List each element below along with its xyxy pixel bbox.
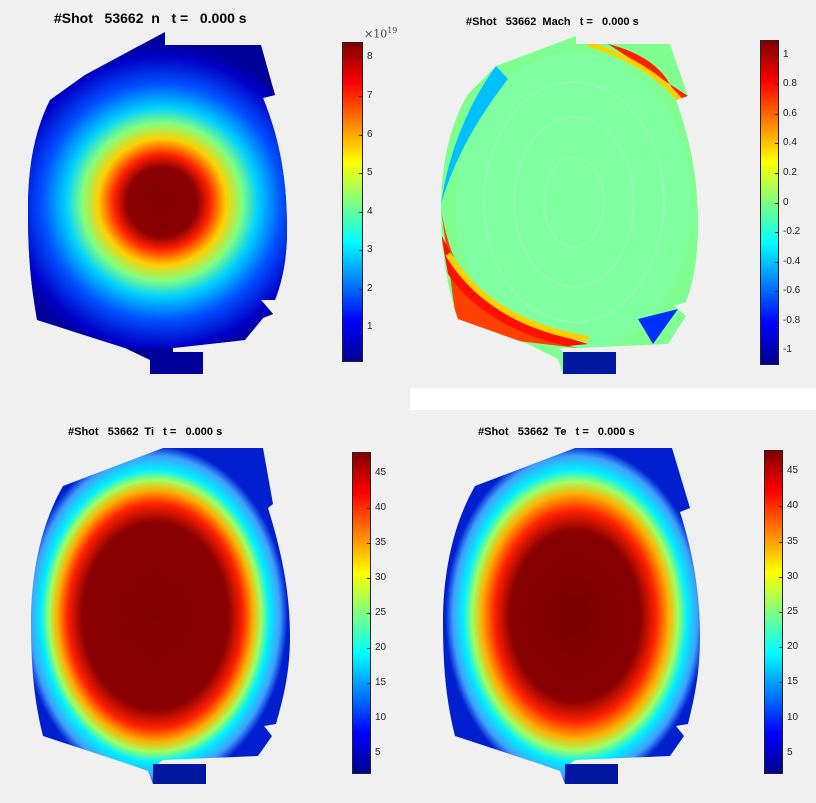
colorbar-tick-label: 0.8: [783, 78, 797, 89]
colorbar-tick-label: 6: [367, 129, 373, 140]
colorbar-tick-mark: [775, 55, 779, 56]
colorbar-tick-mark: [367, 543, 371, 544]
colorbar-tick-label: -0.2: [783, 226, 801, 237]
colorbar-tick-label: -0.8: [783, 315, 801, 326]
colorbar-tick-label: 20: [787, 641, 799, 652]
colorbar-tick-mark: [359, 250, 363, 251]
colorbar-tick-mark: [779, 471, 783, 472]
colorbar-tick-mark: [779, 542, 783, 543]
colorbar-tick-mark: [775, 291, 779, 292]
colorbar-tick-label: 15: [375, 677, 387, 688]
colorbar-tick-label: -0.6: [783, 285, 801, 296]
colorbar-tick-mark: [367, 753, 371, 754]
colorbar-tick-mark: [775, 143, 779, 144]
colorbar-tick-mark: [367, 718, 371, 719]
colorbar-tick-label: -0.4: [783, 256, 801, 267]
colorbar-tick-mark: [367, 648, 371, 649]
colorbar-tick-mark: [359, 327, 363, 328]
colorbar-density: [342, 42, 363, 362]
colorbar-tick-label: 8: [367, 51, 373, 62]
colorbar-tick-label: 25: [787, 606, 799, 617]
colorbar-tick-mark: [359, 135, 363, 136]
colorbar-tick-label: 35: [375, 537, 387, 548]
colorbar-tick-mark: [779, 682, 783, 683]
colorbar-tick-label: 0.2: [783, 167, 797, 178]
panel-title-te: #Shot 53662 Te t = 0.000 s: [478, 426, 635, 438]
colorbar-tick-mark: [359, 173, 363, 174]
panel-title-density: #Shot 53662 n t = 0.000 s: [54, 10, 247, 26]
panel-gap: [410, 388, 816, 410]
colorbar-tick-label: 0.4: [783, 137, 797, 148]
colorbar-tick-label: 30: [375, 572, 387, 583]
colorbar-tick-mark: [775, 321, 779, 322]
colorbar-tick-label: 5: [375, 747, 381, 758]
colorbar-tick-mark: [779, 753, 783, 754]
colorbar-tick-label: 1: [367, 321, 373, 332]
colorbar-tick-mark: [779, 612, 783, 613]
colorbar-tick-mark: [359, 212, 363, 213]
colorbar-tick-label: -1: [783, 344, 792, 355]
colorbar-tick-label: 40: [787, 500, 799, 511]
colorbar-tick-label: 5: [787, 747, 793, 758]
colorbar-mach: [760, 40, 779, 365]
colorbar-tick-mark: [775, 114, 779, 115]
heatmap-mach: [441, 36, 698, 374]
colorbar-tick-label: 10: [375, 712, 387, 723]
colorbar-tick-label: 2: [367, 283, 373, 294]
colorbar-tick-label: 3: [367, 244, 373, 255]
colorbar-tick-mark: [359, 96, 363, 97]
colorbar-tick-label: 40: [375, 502, 387, 513]
colorbar-tick-label: 1: [783, 49, 789, 60]
colorbar-tick-label: 20: [375, 642, 387, 653]
colorbar-tick-label: 7: [367, 90, 373, 101]
colorbar-tick-mark: [775, 350, 779, 351]
colorbar-tick-mark: [367, 613, 371, 614]
colorbar-tick-mark: [367, 508, 371, 509]
colorbar-exponent: ×1019: [364, 26, 398, 41]
colorbar-tick-label: 25: [375, 607, 387, 618]
colorbar-tick-label: 10: [787, 712, 799, 723]
colorbar-tick-label: 30: [787, 571, 799, 582]
colorbar-tick-label: 15: [787, 676, 799, 687]
colorbar-tick-label: 5: [367, 167, 373, 178]
colorbar-tick-mark: [775, 173, 779, 174]
colorbar-tick-mark: [779, 506, 783, 507]
colorbar-tick-mark: [359, 289, 363, 290]
colorbar-tick-label: 35: [787, 536, 799, 547]
colorbar-tick-mark: [367, 578, 371, 579]
colorbar-tick-mark: [359, 57, 363, 58]
colorbar-tick-mark: [775, 203, 779, 204]
colorbar-tick-label: 45: [787, 465, 799, 476]
heatmap-density: [28, 32, 287, 374]
colorbar-tick-label: 0: [783, 197, 789, 208]
colorbar-tick-mark: [775, 262, 779, 263]
colorbar-tick-mark: [775, 84, 779, 85]
panel-title-mach: #Shot 53662 Mach t = 0.000 s: [466, 16, 639, 28]
colorbar-tick-mark: [367, 683, 371, 684]
colorbar-tick-label: 0.6: [783, 108, 797, 119]
colorbar-tick-mark: [779, 577, 783, 578]
colorbar-tick-label: 45: [375, 467, 387, 478]
colorbar-tick-mark: [775, 232, 779, 233]
heatmap-ti: [31, 448, 290, 784]
colorbar-tick-mark: [779, 718, 783, 719]
panel-title-ti: #Shot 53662 Ti t = 0.000 s: [68, 426, 223, 438]
colorbar-tick-label: 4: [367, 206, 373, 217]
colorbar-tick-mark: [779, 647, 783, 648]
heatmap-te: [443, 448, 700, 784]
colorbar-tick-mark: [367, 473, 371, 474]
